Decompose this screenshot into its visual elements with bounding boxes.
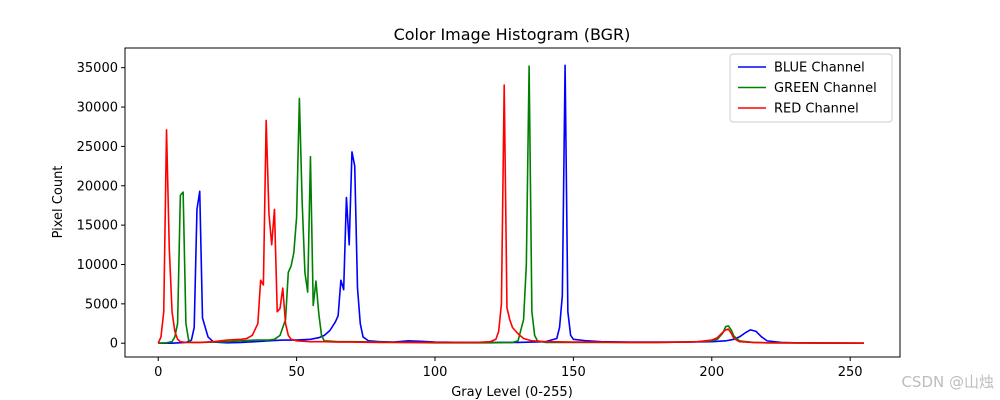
y-tick-label: 30000 [77,101,118,116]
axes-frame [124,47,901,358]
watermark: CSDN @山烛 [901,373,994,391]
y-axis-label: Pixel Count [51,166,66,239]
y-tick-label: 0 [110,337,118,352]
legend-label: BLUE Channel [774,61,865,76]
legend: BLUE Channel GREEN Channel RED Channel [729,53,893,123]
y-tick-label: 5000 [85,297,118,312]
legend-label: GREEN Channel [774,81,877,96]
x-tick-label: 50 [288,365,305,380]
y-tick-label: 15000 [77,219,118,234]
x-axis-label: Gray Level (0-255) [451,385,573,400]
x-tick-label: 0 [154,365,162,380]
y-tick-label: 10000 [77,258,118,273]
chart-title: Color Image Histogram (BGR) [394,25,631,44]
legend-box [729,53,893,123]
x-tick-label: 100 [423,365,448,380]
legend-label: RED Channel [774,102,859,117]
x-tick-label: 200 [699,365,724,380]
plot-area: 0 50 100 150 200 250 0 5000 10000 15000 20000 25000… [77,47,901,380]
y-tick-label: 35000 [77,61,118,76]
y-tick-label: 20000 [77,179,118,194]
x-tick-label: 250 [838,365,863,380]
y-tick-label: 25000 [77,140,118,155]
series-line-red [157,84,865,345]
x-tick-label: 150 [561,365,586,380]
